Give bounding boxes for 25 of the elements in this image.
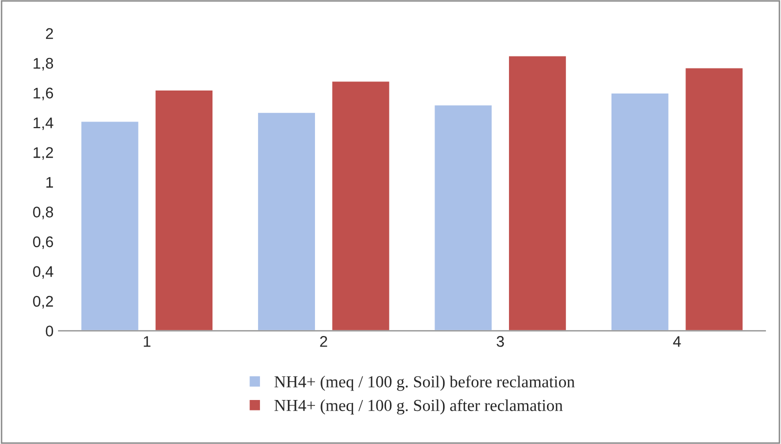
bar — [610, 92, 670, 331]
bar — [684, 66, 744, 331]
y-tick-label: 0,4 — [33, 266, 54, 279]
y-tick-label: 1,4 — [34, 118, 54, 130]
bar — [80, 120, 140, 331]
bar — [508, 54, 568, 331]
bar — [256, 111, 316, 331]
x-tick-label: 4 — [673, 336, 681, 347]
y-tick-label: 0,8 — [33, 206, 54, 220]
x-tick-label: 3 — [496, 336, 504, 347]
y-tick-label: 2 — [46, 28, 53, 39]
y-tick-label: 0,2 — [33, 296, 53, 309]
legend-label: NH4+ (meq / 100 g. Soil) after reclamation — [274, 399, 563, 415]
bar — [433, 104, 494, 331]
bar — [330, 80, 391, 331]
x-tick-label: 1 — [144, 336, 150, 347]
legend-label: NH4+ (meq / 100 g. Soil) before reclamation — [274, 376, 575, 391]
y-tick-label: 1,8 — [34, 58, 54, 71]
y-tick-label: 0,6 — [33, 236, 54, 250]
y-tick-label: 0 — [46, 326, 54, 336]
y-tick-label: 1,2 — [34, 147, 53, 160]
x-tick-label: 2 — [320, 336, 328, 347]
bar — [154, 89, 214, 331]
y-tick-label: 1 — [46, 177, 53, 188]
y-tick-label: 1,6 — [34, 88, 54, 100]
